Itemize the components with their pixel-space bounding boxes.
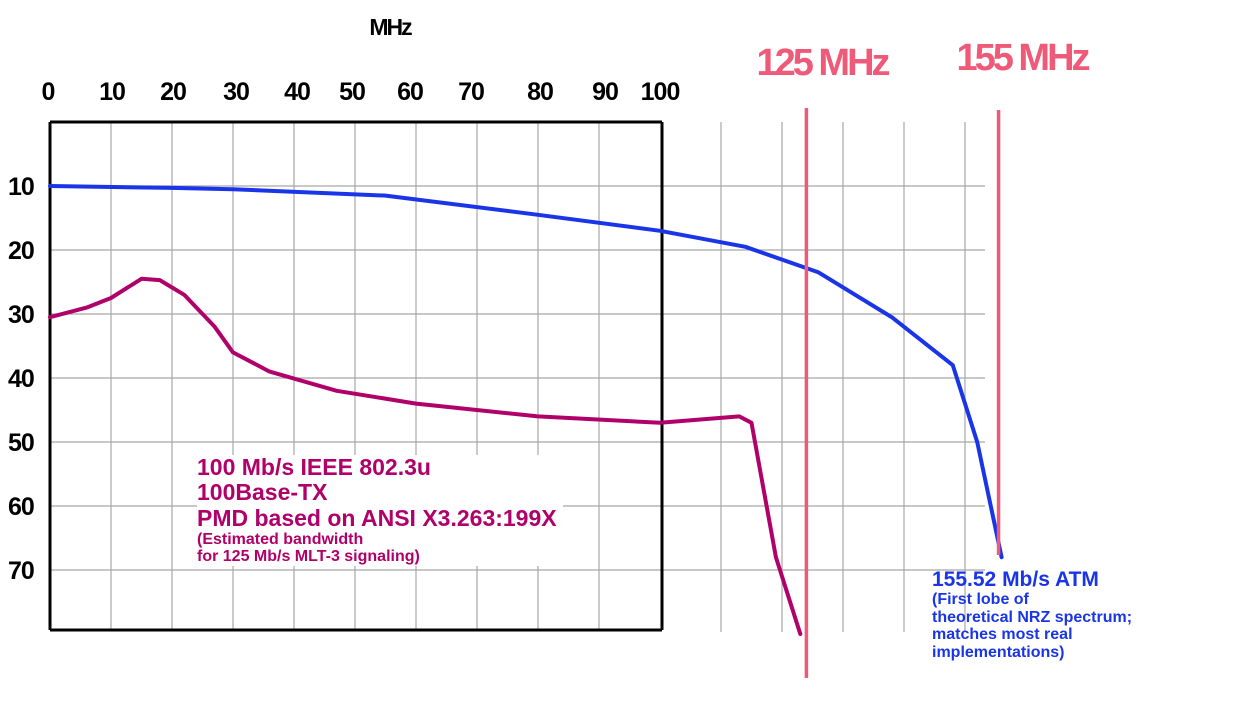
x-tick-label: 30 — [223, 78, 249, 106]
x-tick-label: 60 — [397, 78, 423, 106]
fast-ethernet-line — [48, 276, 803, 636]
y-tick-label: 70 — [8, 557, 34, 585]
y-tick-label: 60 — [8, 493, 34, 521]
x-tick-label: 100 — [641, 78, 680, 106]
grid-lines — [50, 122, 985, 632]
y-tick-label: 20 — [8, 237, 34, 265]
frequency-marker-label: 125 MHz — [756, 42, 889, 84]
x-tick-label: 50 — [339, 78, 365, 106]
fast-ethernet-note-1: (Estimated bandwidth — [197, 530, 364, 548]
atm-standard: ATM — [1049, 568, 1099, 591]
x-tick-label: 80 — [527, 78, 553, 106]
atm-rate: 155.52 Mb/s — [932, 568, 1050, 591]
atm-note-3: matches most real — [932, 626, 1073, 644]
y-tick-label: 50 — [8, 429, 34, 457]
atm-annotation: 155.52 Mb/s ATM (First lobe of theoretic… — [932, 568, 1132, 661]
fast-ethernet-name: 100Base-TX — [197, 479, 328, 506]
x-tick-label: 20 — [160, 78, 186, 106]
frequency-marker-label: 155 MHz — [956, 37, 1089, 79]
y-tick-label: 30 — [8, 301, 34, 329]
frequency-markers: 125 MHz 155 MHz — [756, 37, 1093, 678]
y-tick-label: 40 — [8, 365, 34, 393]
x-axis-label: MHz — [369, 14, 412, 40]
series-lines — [48, 184, 1004, 636]
y-tick-label: 10 — [8, 173, 34, 201]
atm-note-2: theoretical NRZ spectrum; — [932, 608, 1133, 626]
atm-note-1: (First lobe of — [932, 591, 1029, 609]
fast-ethernet-rate: 100 Mb/s — [197, 454, 295, 480]
fast-ethernet-pmd: PMD based on ANSI X3.263:199X — [197, 504, 557, 531]
x-tick-label: 10 — [99, 78, 125, 106]
x-tick-labels: 0 10 20 30 40 50 60 70 80 90 100 — [42, 78, 681, 106]
atm-note-4: implementations) — [932, 643, 1065, 661]
x-tick-label: 40 — [284, 78, 310, 106]
fast-ethernet-note-2: for 125 Mb/s MLT-3 signaling) — [197, 548, 420, 566]
fast-ethernet-standard: IEEE 802.3u — [294, 454, 431, 480]
plot-frame — [48, 120, 664, 632]
x-tick-label: 0 — [42, 78, 55, 106]
x-tick-label: 90 — [592, 78, 618, 106]
y-tick-labels: 10 20 30 40 50 60 70 — [8, 173, 35, 585]
x-tick-label: 70 — [458, 78, 484, 106]
atm-line — [48, 184, 1004, 560]
fast-ethernet-annotation: 100 Mb/s IEEE 802.3u 100Base-TX PMD base… — [197, 454, 563, 567]
